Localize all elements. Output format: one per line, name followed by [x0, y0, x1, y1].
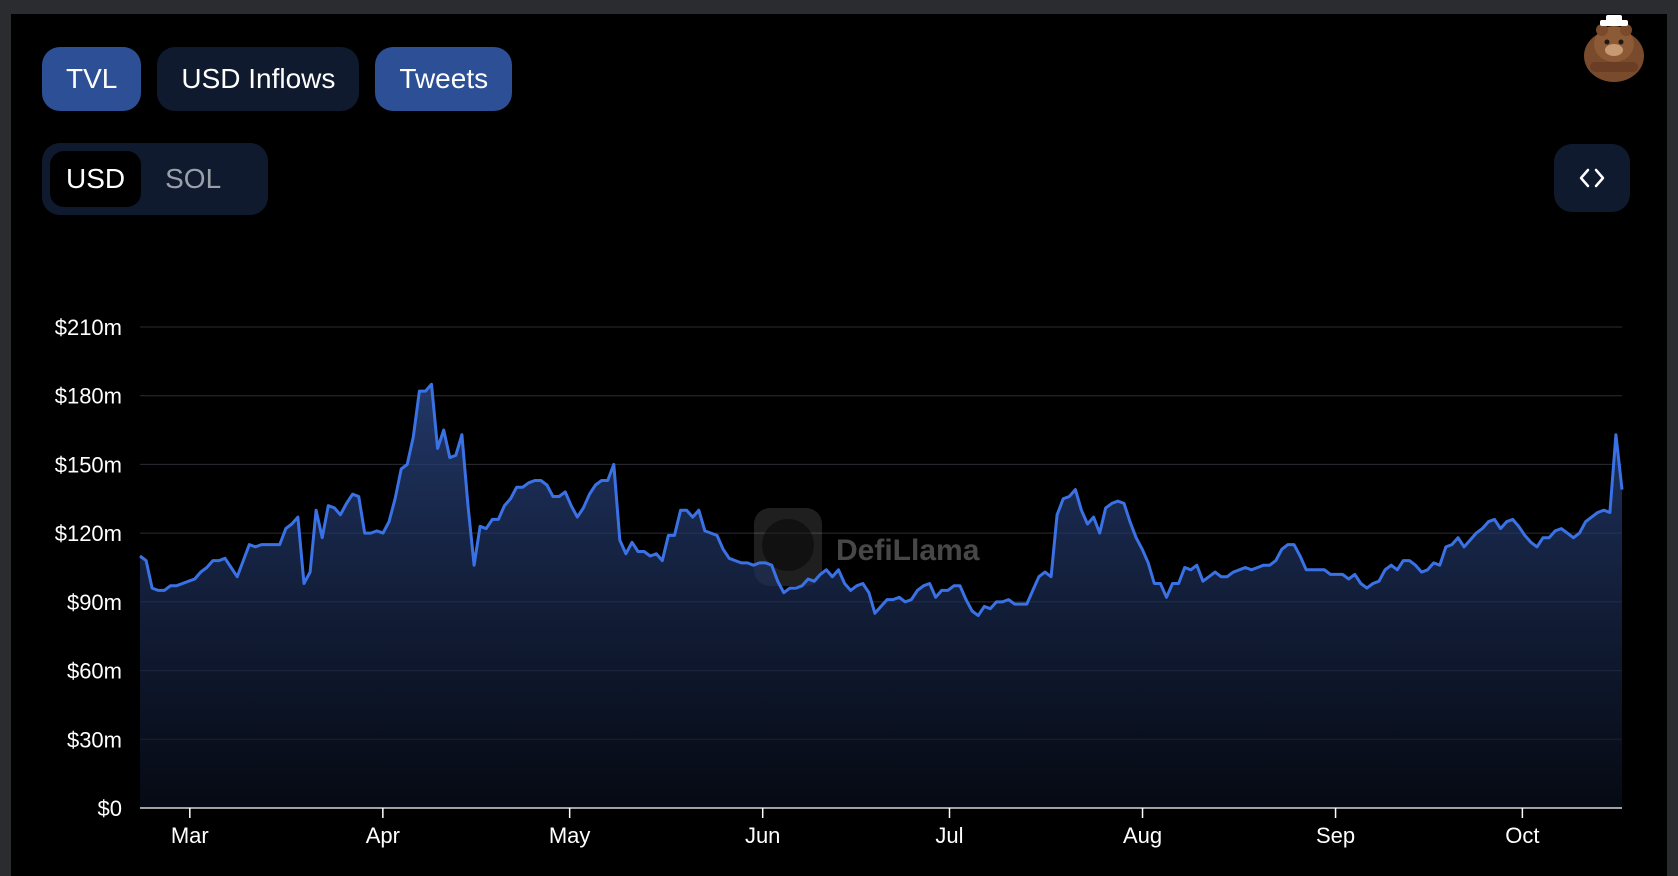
x-tick-label: Apr — [366, 823, 400, 848]
denomination-toggle: USD SOL — [42, 143, 268, 215]
denomination-usd-button[interactable]: USD — [50, 151, 142, 207]
y-tick-label: $120m — [55, 521, 122, 546]
x-axis: Mar Apr May Jun Jul Aug Sep Oct — [140, 807, 1622, 848]
tab-tvl[interactable]: TVL — [42, 47, 142, 111]
x-tick-label: May — [549, 823, 591, 848]
y-tick-label: $60m — [67, 659, 122, 684]
embed-chart-button[interactable] — [1554, 144, 1630, 212]
defillama-watermark: DefiLlama — [754, 508, 980, 586]
code-brackets-icon — [1579, 168, 1605, 188]
y-axis-labels: $0 $30m $60m $90m $120m $150m $180m $210m — [55, 315, 122, 821]
y-tick-label: $210m — [55, 315, 122, 340]
watermark-text: DefiLlama — [836, 534, 980, 567]
y-tick-label: $0 — [98, 796, 122, 821]
bear-avatar-icon[interactable] — [1578, 14, 1650, 86]
series-area — [140, 384, 1622, 808]
denomination-sol-button[interactable]: SOL — [165, 163, 222, 194]
y-tick-label: $90m — [67, 590, 122, 615]
chart-tabs: TVL USD Inflows Tweets — [42, 47, 513, 111]
x-tick-label: Sep — [1316, 823, 1355, 848]
x-tick-label: Jun — [745, 823, 780, 848]
x-tick-label: Aug — [1123, 823, 1162, 848]
x-tick-label: Mar — [171, 823, 209, 848]
y-tick-label: $150m — [55, 452, 122, 477]
tab-tweets[interactable]: Tweets — [375, 47, 513, 111]
x-tick-label: Oct — [1505, 823, 1539, 848]
llama-logo-inner — [762, 519, 814, 571]
y-tick-label: $180m — [55, 384, 122, 409]
tab-usd-inflows[interactable]: USD Inflows — [157, 47, 360, 111]
x-tick-label: Jul — [935, 823, 963, 848]
y-tick-label: $30m — [67, 727, 122, 752]
series-line — [139, 382, 1624, 618]
